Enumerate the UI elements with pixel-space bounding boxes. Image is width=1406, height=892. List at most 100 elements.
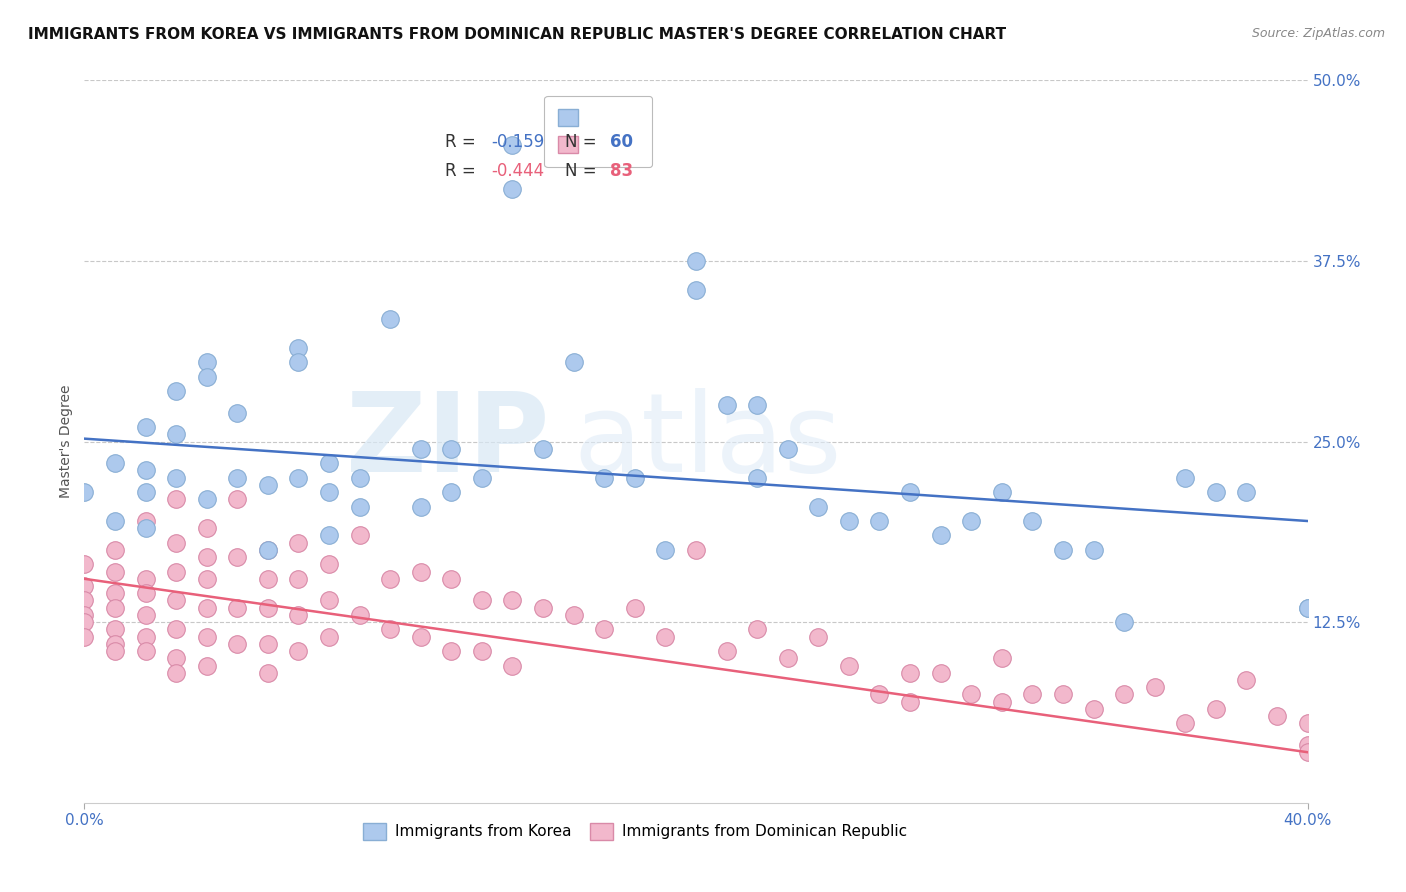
Point [135, 644, 157, 658]
Point [257, 478, 280, 492]
Point [1296, 738, 1319, 752]
Point [1114, 687, 1136, 701]
Point [226, 600, 249, 615]
Point [1265, 709, 1288, 723]
Point [838, 514, 860, 528]
Point [73, 607, 96, 622]
Point [257, 637, 280, 651]
Point [165, 427, 187, 442]
Point [318, 456, 340, 470]
Point [349, 500, 371, 514]
Point [135, 463, 157, 477]
Text: 83: 83 [610, 161, 634, 179]
Point [807, 630, 830, 644]
Point [991, 695, 1014, 709]
Point [226, 492, 249, 507]
Point [593, 623, 616, 637]
Point [165, 384, 187, 398]
Point [440, 442, 463, 456]
Point [502, 138, 524, 153]
Point [257, 572, 280, 586]
Point [104, 542, 127, 557]
Point [440, 485, 463, 500]
Point [1083, 702, 1105, 716]
Point [135, 420, 157, 434]
Point [440, 572, 463, 586]
Point [1174, 716, 1197, 731]
Point [104, 514, 127, 528]
Point [1021, 687, 1043, 701]
Point [104, 565, 127, 579]
Point [654, 630, 676, 644]
Point [929, 528, 952, 542]
Text: IMMIGRANTS FROM KOREA VS IMMIGRANTS FROM DOMINICAN REPUBLIC MASTER'S DEGREE CORR: IMMIGRANTS FROM KOREA VS IMMIGRANTS FROM… [28, 27, 1007, 42]
Text: atlas: atlas [574, 388, 842, 495]
Point [287, 607, 309, 622]
Point [104, 637, 127, 651]
Text: Source: ZipAtlas.com: Source: ZipAtlas.com [1251, 27, 1385, 40]
Point [898, 485, 921, 500]
Point [1052, 542, 1074, 557]
Point [287, 572, 309, 586]
Text: ZIP: ZIP [346, 388, 550, 495]
Point [257, 542, 280, 557]
Point [318, 528, 340, 542]
Point [73, 630, 96, 644]
Point [838, 658, 860, 673]
Point [135, 521, 157, 535]
Point [135, 514, 157, 528]
Point [165, 651, 187, 665]
Point [73, 615, 96, 630]
Point [226, 637, 249, 651]
Point [73, 558, 96, 572]
Point [1143, 680, 1166, 694]
Legend: Immigrants from Korea, Immigrants from Dominican Republic: Immigrants from Korea, Immigrants from D… [357, 817, 912, 846]
Point [165, 623, 187, 637]
Text: N =: N = [565, 133, 602, 151]
Point [1236, 485, 1258, 500]
Point [502, 182, 524, 196]
Point [73, 593, 96, 607]
Point [257, 542, 280, 557]
Point [898, 665, 921, 680]
Point [685, 283, 707, 297]
Point [562, 607, 585, 622]
Point [747, 623, 769, 637]
Point [165, 492, 187, 507]
Point [318, 558, 340, 572]
Point [502, 658, 524, 673]
Point [624, 600, 647, 615]
Point [1205, 485, 1227, 500]
Point [318, 593, 340, 607]
Text: R =: R = [446, 161, 481, 179]
Point [135, 607, 157, 622]
Point [349, 607, 371, 622]
Point [960, 514, 983, 528]
Point [1296, 600, 1319, 615]
Point [287, 644, 309, 658]
Point [257, 600, 280, 615]
Point [73, 485, 96, 500]
Point [135, 485, 157, 500]
Point [73, 579, 96, 593]
Point [471, 470, 494, 484]
Point [409, 565, 432, 579]
Point [165, 470, 187, 484]
Point [562, 355, 585, 369]
Point [1083, 542, 1105, 557]
Y-axis label: Master's Degree: Master's Degree [59, 384, 73, 499]
Point [409, 630, 432, 644]
Text: -0.159: -0.159 [492, 133, 546, 151]
Point [1052, 687, 1074, 701]
Point [1296, 600, 1319, 615]
Point [1296, 745, 1319, 759]
Point [165, 565, 187, 579]
Point [104, 456, 127, 470]
Point [226, 470, 249, 484]
Point [165, 665, 187, 680]
Point [440, 644, 463, 658]
Point [195, 572, 218, 586]
Point [287, 535, 309, 549]
Point [409, 442, 432, 456]
Point [165, 593, 187, 607]
